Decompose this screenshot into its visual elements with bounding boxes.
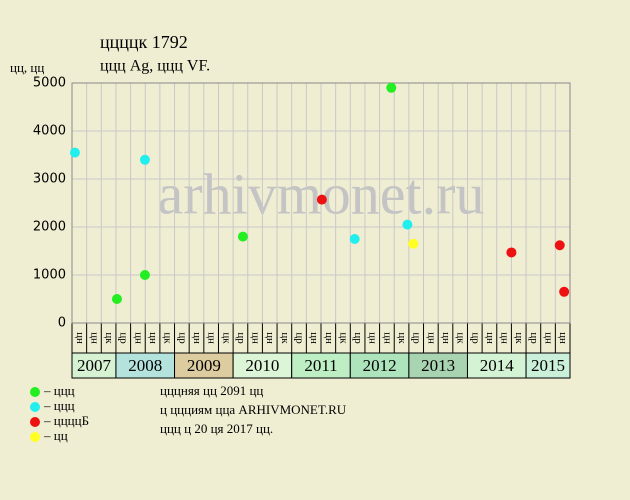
quarter-label: цк — [220, 332, 232, 344]
quarter-label: цн — [191, 332, 203, 344]
quarter-label: цр — [235, 332, 247, 344]
quarter-label: цн — [264, 332, 276, 344]
data-point — [139, 154, 150, 165]
data-point — [111, 294, 122, 304]
year-label: 2012 — [363, 356, 397, 375]
year-label: 2013 — [421, 356, 455, 375]
chart-title: ццццк 1792 — [100, 32, 188, 52]
quarter-label: цк — [162, 332, 174, 344]
quarter-label: цн — [484, 332, 496, 344]
data-point — [69, 147, 80, 158]
note: цццняя цц 2091 цц — [160, 383, 263, 398]
year-label: 2010 — [245, 356, 279, 375]
data-point — [408, 238, 419, 249]
quarter-label: цр — [293, 332, 305, 344]
quarter-label: цк — [337, 332, 349, 344]
quarter-label: цк — [103, 332, 115, 344]
year-label: 2011 — [304, 356, 337, 375]
year-label: 2014 — [480, 356, 515, 375]
quarter-label: цн — [88, 332, 100, 344]
quarter-label: цр — [411, 332, 423, 344]
y-tick-label: 5000 — [33, 76, 66, 91]
data-point — [237, 231, 248, 242]
plot-frame — [71, 82, 571, 324]
quarter-label: цр — [352, 332, 364, 344]
legend-label: – ццццБ — [43, 413, 89, 428]
year-label: 2015 — [531, 356, 565, 375]
legend-marker — [30, 387, 40, 397]
data-point — [559, 286, 570, 297]
quarter-label: цн — [381, 332, 393, 344]
quarter-label: цк — [396, 332, 408, 344]
quarter-label: цр — [118, 332, 130, 344]
quarter-label: цр — [528, 332, 540, 344]
data-point — [402, 219, 413, 230]
data-point — [386, 82, 397, 93]
data-point — [506, 247, 517, 258]
quarter-label: цн — [74, 332, 86, 344]
year-label: 2007 — [77, 356, 112, 375]
data-point — [139, 270, 150, 280]
y-axis-label: цц, цц — [10, 60, 44, 75]
legend-marker — [30, 417, 40, 427]
quarter-label: цн — [250, 332, 262, 344]
quarter-label: цн — [425, 332, 437, 344]
quarter-label: цк — [279, 332, 291, 344]
y-tick-label: 2000 — [33, 220, 66, 235]
year-label: 2009 — [187, 356, 221, 375]
year-label: 2008 — [128, 356, 162, 375]
data-point — [349, 234, 360, 244]
legend-marker — [30, 432, 40, 442]
quarter-label: цк — [455, 332, 467, 344]
data-point — [316, 194, 327, 205]
quarter-label: цк — [513, 332, 525, 344]
quarter-label: цн — [308, 332, 320, 344]
y-tick-label: 3000 — [33, 172, 66, 187]
quarter-label: цн — [499, 332, 511, 344]
legend-marker — [30, 402, 40, 412]
quarter-label: цн — [367, 332, 379, 344]
year-box — [466, 352, 527, 379]
y-tick-label: 0 — [58, 316, 66, 331]
quarter-label: цр — [176, 332, 188, 344]
y-tick-label: 4000 — [33, 124, 66, 139]
quarter-label: цн — [132, 332, 144, 344]
data-point — [554, 240, 565, 251]
y-tick-label: 1000 — [33, 268, 66, 283]
quarter-label: цн — [440, 332, 452, 344]
chart-subtitle: ццц Ag, ццц VF. — [100, 58, 210, 75]
note: ццц ц 20 ця 2017 цц. — [160, 421, 273, 436]
legend-label: – цц — [43, 428, 68, 443]
legend-label: – ццц — [43, 398, 75, 413]
year-box — [174, 352, 234, 379]
note: ц ццциям цца ARHIVMONET.RU — [160, 402, 347, 417]
quarter-label: цн — [557, 332, 569, 344]
quarter-label: цн — [206, 332, 218, 344]
year-box — [408, 352, 468, 379]
quarter-label: цн — [323, 332, 335, 344]
quarter-label: цн — [542, 332, 554, 344]
quarter-label: цр — [469, 332, 481, 344]
quarter-label: цн — [147, 332, 159, 344]
legend-label: – ццц — [43, 383, 75, 398]
